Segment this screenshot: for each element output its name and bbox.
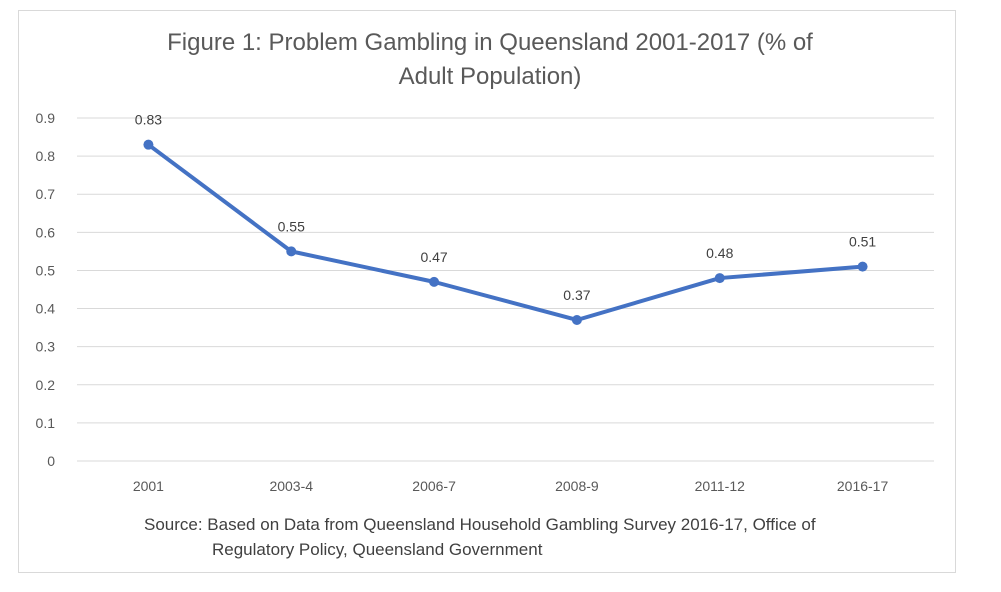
x-tick-label-5: 2016-17 [837,478,889,494]
y-tick-label-2: 0.2 [36,377,56,393]
source-note: Source: Based on Data from Queensland Ho… [0,512,1001,562]
data-point-1 [286,246,297,257]
data-label-5: 0.51 [849,234,876,250]
x-tick-label-0: 2001 [133,478,164,494]
data-point-2 [429,276,440,287]
x-tick-label-1: 2003-4 [269,478,313,494]
x-tick-label-4: 2011-12 [695,478,746,494]
y-tick-label-9: 0.9 [36,110,56,126]
data-label-3: 0.37 [563,287,590,303]
data-point-3 [571,314,582,325]
data-point-5 [857,261,868,272]
y-tick-label-4: 0.4 [36,301,56,317]
series-line-0 [146,142,865,322]
y-tick-label-8: 0.8 [36,148,56,164]
source-line-2: Regulatory Policy, Queensland Government [212,540,543,559]
x-tick-label-2: 2006-7 [412,478,456,494]
y-tick-label-1: 0.1 [36,415,56,431]
data-point-4 [714,273,725,284]
y-tick-label-3: 0.3 [36,339,56,355]
y-tick-label-5: 0.5 [36,262,56,278]
chart-title: Figure 1: Problem Gambling in Queensland… [0,26,980,94]
data-label-1: 0.55 [278,218,305,234]
y-tick-label-7: 0.7 [36,186,56,202]
data-label-4: 0.48 [706,245,733,261]
data-label-0: 0.83 [135,112,162,128]
source-line-1: Source: Based on Data from Queensland Ho… [144,515,816,534]
y-tick-label-0: 0 [47,453,55,469]
chart-title-line-1: Figure 1: Problem Gambling in Queensland… [167,29,813,56]
chart-frame [18,10,956,573]
chart-title-line-2: Adult Population) [398,63,582,90]
data-point-0 [143,139,154,150]
x-tick-label-3: 2008-9 [555,478,599,494]
y-tick-label-6: 0.6 [36,224,56,240]
data-label-2: 0.47 [420,249,447,265]
